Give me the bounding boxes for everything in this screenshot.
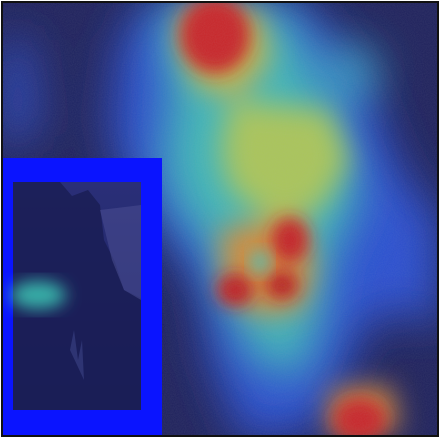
inset-texture [70,330,84,380]
inset-silhouette [13,182,141,410]
inset-sky-patch [100,205,141,300]
inset-cyan-blob [10,281,66,309]
inset-thumbnail [3,158,162,435]
